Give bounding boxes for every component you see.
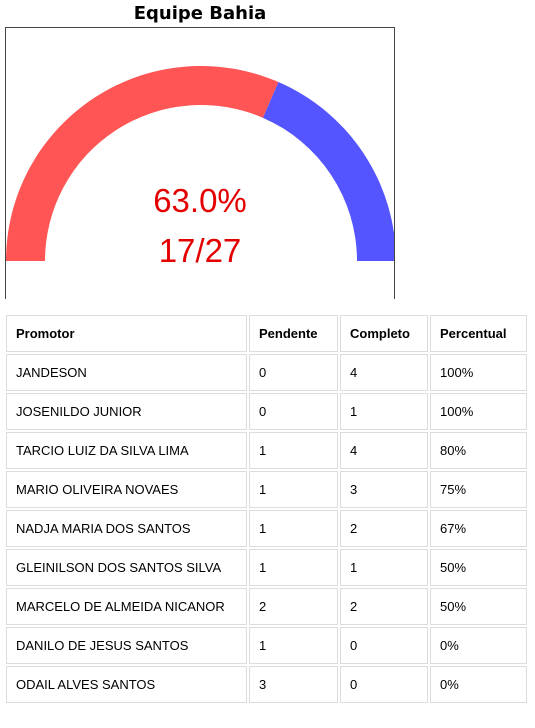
- cell-pendente: 1: [249, 510, 338, 547]
- gauge-arc-complete: [6, 65, 279, 261]
- cell-pendente: 1: [249, 627, 338, 664]
- table-header-row: Promotor Pendente Completo Percentual: [6, 315, 527, 352]
- table-row: MARIO OLIVEIRA NOVAES 1 3 75%: [6, 471, 527, 508]
- cell-percentual: 0%: [430, 666, 527, 703]
- cell-percentual: 50%: [430, 549, 527, 586]
- cell-completo: 0: [340, 627, 428, 664]
- cell-pendente: 0: [249, 393, 338, 430]
- cell-promotor: MARIO OLIVEIRA NOVAES: [6, 471, 247, 508]
- table-row: JANDESON 0 4 100%: [6, 354, 527, 391]
- table-row: JOSENILDO JUNIOR 0 1 100%: [6, 393, 527, 430]
- table-row: TARCIO LUIZ DA SILVA LIMA 1 4 80%: [6, 432, 527, 469]
- cell-promotor: JANDESON: [6, 354, 247, 391]
- gauge-fraction-label: 17/27: [158, 232, 242, 269]
- gauge-percent-label: 63.0%: [153, 182, 247, 219]
- table-row: ODAIL ALVES SANTOS 3 0 0%: [6, 666, 527, 703]
- cell-promotor: NADJA MARIA DOS SANTOS: [6, 510, 247, 547]
- promoter-table: Promotor Pendente Completo Percentual JA…: [4, 313, 529, 705]
- cell-pendente: 2: [249, 588, 338, 625]
- header-percentual: Percentual: [430, 315, 527, 352]
- cell-percentual: 50%: [430, 588, 527, 625]
- cell-promotor: MARCELO DE ALMEIDA NICANOR: [6, 588, 247, 625]
- cell-promotor: JOSENILDO JUNIOR: [6, 393, 247, 430]
- cell-promotor: ODAIL ALVES SANTOS: [6, 666, 247, 703]
- table-row: DANILO DE JESUS SANTOS 1 0 0%: [6, 627, 527, 664]
- cell-completo: 1: [340, 549, 428, 586]
- header-promotor: Promotor: [6, 315, 247, 352]
- cell-completo: 1: [340, 393, 428, 430]
- cell-percentual: 0%: [430, 627, 527, 664]
- cell-completo: 0: [340, 666, 428, 703]
- cell-pendente: 1: [249, 432, 338, 469]
- cell-pendente: 1: [249, 549, 338, 586]
- cell-pendente: 1: [249, 471, 338, 508]
- cell-promotor: DANILO DE JESUS SANTOS: [6, 627, 247, 664]
- header-completo: Completo: [340, 315, 428, 352]
- cell-percentual: 67%: [430, 510, 527, 547]
- header-pendente: Pendente: [249, 315, 338, 352]
- table-row: GLEINILSON DOS SANTOS SILVA 1 1 50%: [6, 549, 527, 586]
- cell-percentual: 100%: [430, 393, 527, 430]
- cell-percentual: 100%: [430, 354, 527, 391]
- cell-completo: 2: [340, 510, 428, 547]
- cell-completo: 2: [340, 588, 428, 625]
- cell-percentual: 75%: [430, 471, 527, 508]
- gauge-chart: [6, 65, 394, 261]
- cell-percentual: 80%: [430, 432, 527, 469]
- cell-completo: 3: [340, 471, 428, 508]
- cell-pendente: 3: [249, 666, 338, 703]
- table-row: NADJA MARIA DOS SANTOS 1 2 67%: [6, 510, 527, 547]
- table-row: MARCELO DE ALMEIDA NICANOR 2 2 50%: [6, 588, 527, 625]
- cell-promotor: TARCIO LUIZ DA SILVA LIMA: [6, 432, 247, 469]
- gauge-panel: 63.0% 17/27: [5, 27, 395, 299]
- gauge-arc-remaining: [262, 82, 394, 261]
- cell-completo: 4: [340, 354, 428, 391]
- cell-completo: 4: [340, 432, 428, 469]
- chart-title: Equipe Bahia: [133, 3, 267, 24]
- cell-promotor: GLEINILSON DOS SANTOS SILVA: [6, 549, 247, 586]
- cell-pendente: 0: [249, 354, 338, 391]
